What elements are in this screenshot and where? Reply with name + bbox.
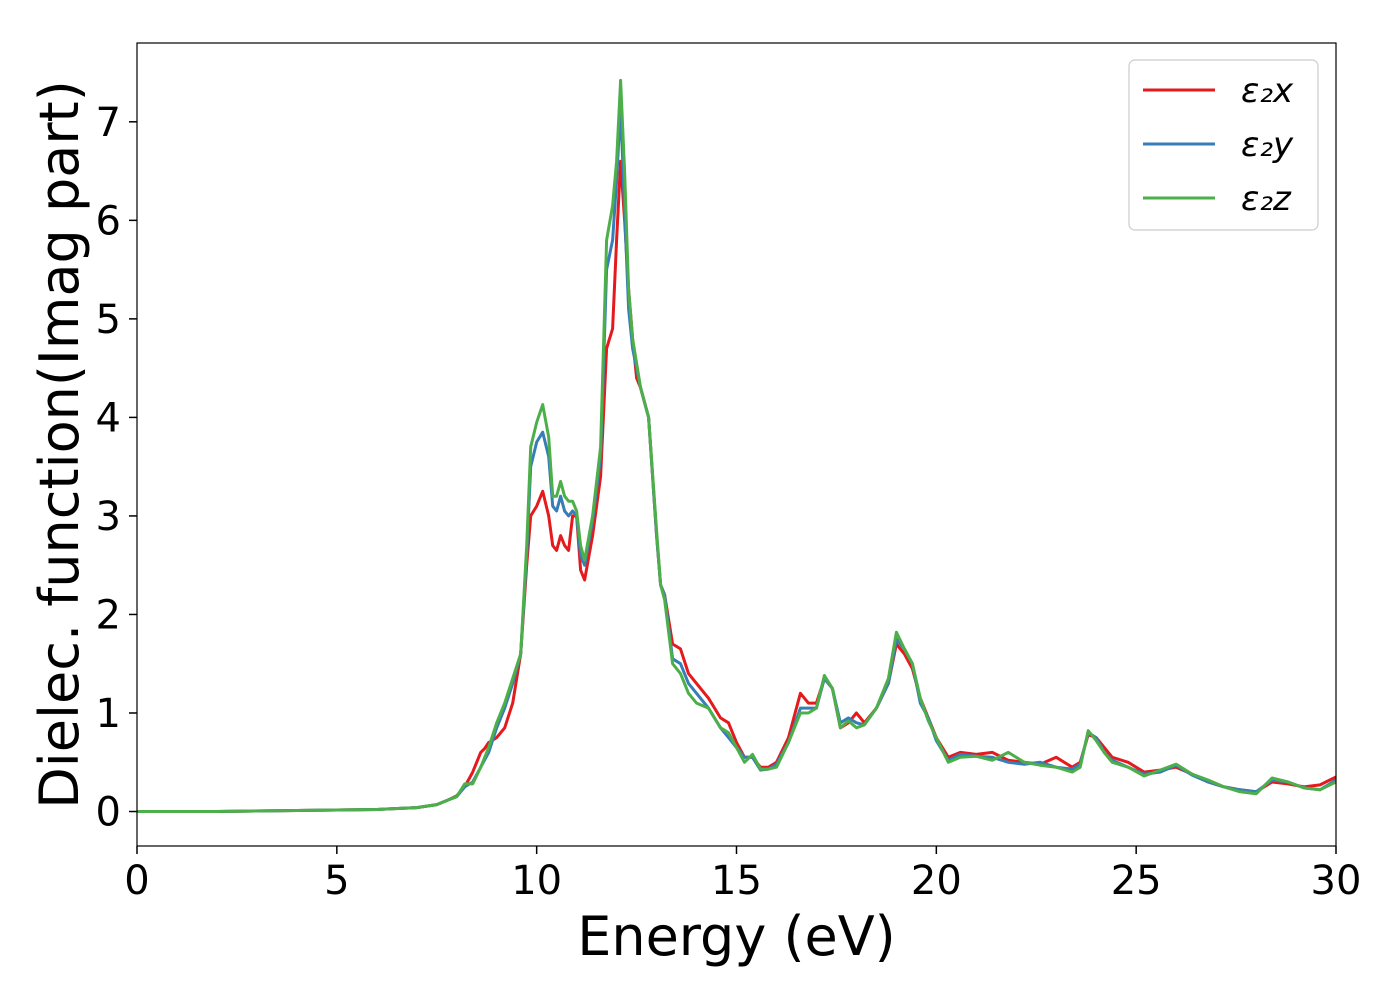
x-tick-label: 25: [1111, 858, 1162, 904]
y-tick-label: 5: [96, 297, 121, 343]
y-axis: 0 1 2 3 4 5 6 7: [96, 100, 137, 836]
y-tick-label: 4: [96, 395, 121, 441]
y-tick-label: 6: [96, 198, 121, 244]
y-tick-label: 7: [96, 100, 121, 146]
y-tick-label: 0: [96, 790, 121, 836]
x-tick-label: 30: [1311, 858, 1362, 904]
legend-box: [1128, 59, 1319, 231]
x-tick-label: 10: [511, 858, 562, 904]
x-tick-label: 5: [324, 858, 349, 904]
x-axis: 0 5 10 15 20 25 30: [124, 846, 1361, 904]
x-tick-label: 0: [124, 858, 149, 904]
legend-label: ε₂y: [1241, 125, 1294, 165]
y-tick-label: 1: [96, 691, 121, 737]
legend: ε₂x ε₂y ε₂z: [1128, 59, 1319, 231]
legend-label: ε₂x: [1241, 71, 1294, 111]
y-tick-label: 3: [96, 494, 121, 540]
y-tick-label: 2: [96, 592, 121, 638]
series-line-1: [137, 159, 1336, 813]
x-axis-title: Energy (eV): [577, 905, 896, 968]
plot-lines: [137, 78, 1336, 813]
legend-label: ε₂z: [1241, 179, 1292, 219]
y-axis-title: Dielec. function(Imag part): [28, 80, 91, 809]
series-line-3: [137, 78, 1336, 813]
x-tick-label: 15: [711, 858, 762, 904]
x-tick-label: 20: [911, 858, 962, 904]
